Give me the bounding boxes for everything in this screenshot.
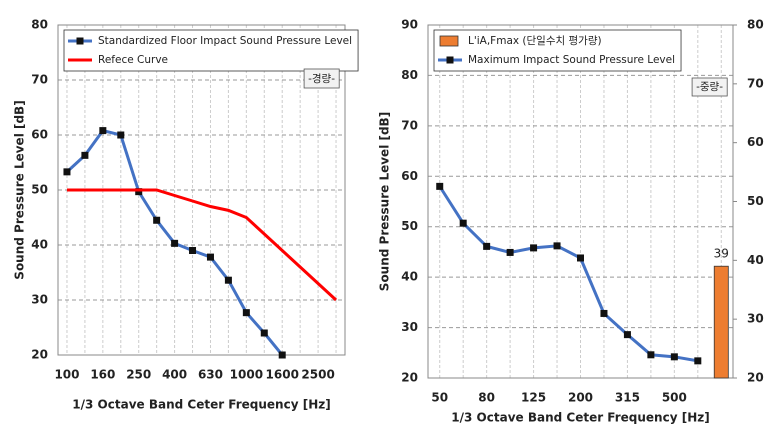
y-tick-label: 80 bbox=[401, 68, 418, 82]
marker bbox=[135, 188, 143, 196]
marker bbox=[670, 353, 678, 361]
y-tick-label: 70 bbox=[401, 118, 418, 132]
marker bbox=[600, 309, 608, 317]
marker bbox=[189, 247, 197, 254]
plot-frame bbox=[57, 24, 346, 356]
y-tick-label: 80 bbox=[31, 18, 48, 32]
x-tick-label: 200 bbox=[568, 391, 593, 405]
bar bbox=[713, 265, 729, 379]
y2-tick-label: 60 bbox=[747, 135, 764, 149]
x-axis-title: 1/3 Octave Band Ceter Frequency [Hz] bbox=[72, 398, 330, 412]
annotation-box bbox=[691, 77, 728, 97]
x-tick-label: 250 bbox=[126, 368, 151, 382]
marker bbox=[623, 331, 631, 339]
y-tick-label: 60 bbox=[31, 128, 48, 142]
x-tick-label: 80 bbox=[478, 391, 495, 405]
annotation: -중량- bbox=[696, 81, 723, 93]
x-tick-label: 2500 bbox=[301, 368, 334, 382]
marker bbox=[577, 254, 584, 262]
y-tick-label: 20 bbox=[401, 371, 418, 385]
x-tick-label: 100 bbox=[54, 368, 79, 382]
y-tick-label: 50 bbox=[401, 219, 418, 233]
marker bbox=[260, 329, 268, 337]
marker bbox=[63, 168, 71, 176]
marker bbox=[483, 242, 491, 250]
y-tick-label: 60 bbox=[401, 169, 418, 183]
legend-label: Standardized Floor Impact Sound Pressure… bbox=[98, 35, 352, 47]
x-tick-label: 1000 bbox=[230, 368, 263, 382]
y2-tick-label: 20 bbox=[747, 371, 764, 385]
legend-label: Maximum Impact Sound Pressure Level bbox=[468, 54, 675, 66]
x-tick-label: 1600 bbox=[266, 368, 299, 382]
annotation-box bbox=[303, 68, 340, 89]
marker bbox=[647, 351, 655, 359]
marker bbox=[459, 219, 467, 227]
x-tick-label: 500 bbox=[662, 391, 687, 405]
y2-tick-label: 50 bbox=[747, 194, 764, 208]
marker bbox=[506, 248, 514, 256]
y-tick-label: 90 bbox=[401, 18, 418, 32]
y-axis-title: Sound Pressure Level [dB] bbox=[13, 100, 27, 279]
plot-frame bbox=[427, 24, 734, 379]
y-tick-label: 20 bbox=[31, 348, 48, 362]
legend: L'iA,Fmax (단일수치 평가량) Maximum Impact Sound… bbox=[433, 29, 682, 72]
marker bbox=[553, 242, 561, 250]
x-axis-title: 1/3 Octave Band Ceter Frequency [Hz] bbox=[451, 411, 709, 425]
y2-tick-label: 30 bbox=[747, 312, 764, 326]
legend-swatch bbox=[439, 35, 459, 47]
legend-label: L'iA,Fmax (단일수치 평가량) bbox=[468, 34, 602, 47]
legend-box bbox=[63, 29, 359, 72]
legend-label: Refecе Curve bbox=[98, 54, 168, 66]
marker bbox=[117, 131, 125, 139]
legend-box bbox=[433, 29, 682, 72]
x-tick-label: 125 bbox=[521, 391, 546, 405]
series-line bbox=[66, 188, 338, 302]
marker bbox=[153, 216, 161, 224]
data-label: 39 bbox=[714, 247, 729, 261]
legend: Standardized Floor Impact Sound Pressure… bbox=[63, 29, 359, 72]
annotation: -경량- bbox=[308, 72, 335, 85]
y-tick-label: 40 bbox=[401, 270, 418, 284]
y2-tick-label: 70 bbox=[747, 76, 764, 90]
marker bbox=[99, 127, 107, 135]
marker bbox=[206, 253, 214, 261]
x-tick-label: 315 bbox=[615, 391, 640, 405]
y-tick-label: 50 bbox=[31, 183, 48, 197]
y-tick-label: 30 bbox=[31, 293, 48, 307]
x-tick-label: 160 bbox=[90, 368, 115, 382]
y2-tick-label: 40 bbox=[747, 253, 764, 267]
x-tick-label: 630 bbox=[198, 368, 223, 382]
marker bbox=[242, 309, 250, 317]
series-line bbox=[438, 185, 699, 363]
y-axis-title: Sound Pressure Level [dB] bbox=[378, 112, 392, 291]
marker bbox=[224, 276, 232, 284]
legend-marker bbox=[446, 56, 454, 64]
marker bbox=[278, 351, 286, 359]
y-tick-label: 70 bbox=[31, 73, 48, 87]
marker bbox=[171, 239, 179, 247]
y2-tick-label: 80 bbox=[747, 18, 764, 32]
x-tick-label: 400 bbox=[162, 368, 187, 382]
y-tick-label: 40 bbox=[31, 238, 48, 252]
y-tick-label: 30 bbox=[401, 320, 418, 334]
marker bbox=[81, 151, 89, 159]
marker bbox=[436, 182, 444, 190]
x-tick-label: 50 bbox=[431, 391, 448, 405]
marker bbox=[694, 357, 702, 365]
marker bbox=[530, 244, 538, 252]
legend-marker bbox=[76, 37, 84, 45]
